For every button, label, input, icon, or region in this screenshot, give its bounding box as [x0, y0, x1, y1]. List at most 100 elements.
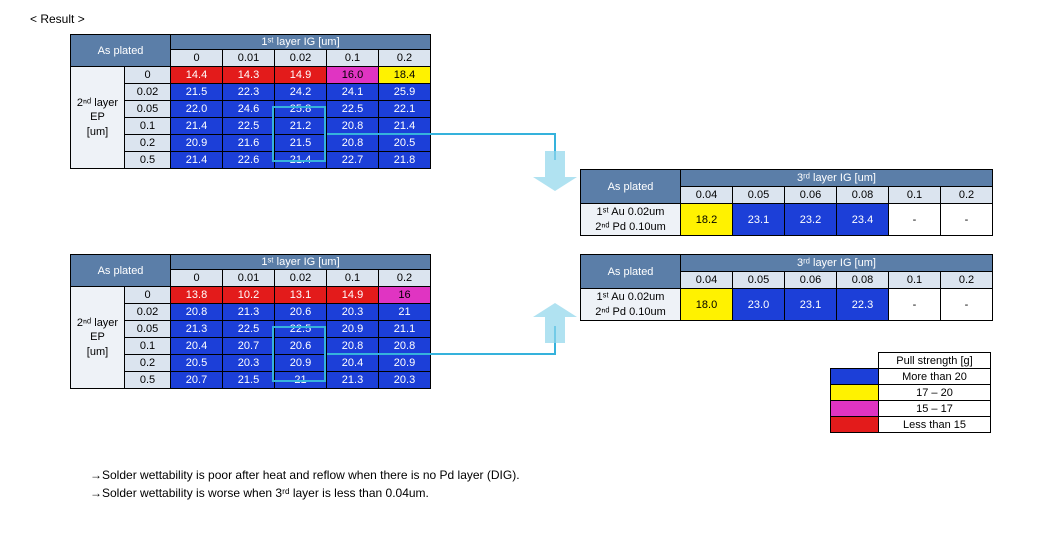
value-cell: 16: [379, 287, 431, 304]
value-cell: 18.4: [379, 67, 431, 84]
col-header: 0.08: [837, 187, 889, 204]
col-header: 0.01: [223, 270, 275, 287]
value-cell: 22.5: [223, 321, 275, 338]
col-header: 0.2: [941, 272, 993, 289]
col-header: 0.01: [223, 50, 275, 67]
value-cell: 22.1: [379, 101, 431, 118]
table1-wrap: As plated 1ˢᵗ layer IG [um] 00.010.020.1…: [70, 34, 431, 169]
row-header: 0.1: [125, 338, 171, 355]
value-cell: 23.0: [733, 289, 785, 321]
table2-wrap: As plated 1ˢᵗ layer IG [um] 00.010.020.1…: [70, 254, 431, 389]
value-cell: -: [889, 289, 941, 321]
row-header: 0: [125, 287, 171, 304]
table4-wrap: As plated 3ʳᵈ layer IG [um] 0.040.050.06…: [580, 254, 993, 321]
value-cell: 25.8: [275, 101, 327, 118]
col-header: 0.06: [785, 272, 837, 289]
value-cell: 21.3: [223, 304, 275, 321]
value-cell: 22.5: [223, 118, 275, 135]
value-cell: 21.5: [223, 372, 275, 389]
table4: As plated 3ʳᵈ layer IG [um] 0.040.050.06…: [580, 254, 993, 321]
value-cell: 18.2: [681, 204, 733, 236]
value-cell: 21.4: [171, 118, 223, 135]
value-cell: 21.4: [275, 152, 327, 169]
value-cell: 21.2: [275, 118, 327, 135]
legend-wrap: Pull strength [g] More than 2017 – 2015 …: [830, 352, 991, 433]
row-header: 0: [125, 67, 171, 84]
as-plated-label: As plated: [71, 35, 171, 67]
header-1st-layer: 1ˢᵗ layer IG [um]: [171, 35, 431, 50]
col-header: 0: [171, 270, 223, 287]
col-header: 0.2: [379, 270, 431, 287]
value-cell: 16.0: [327, 67, 379, 84]
value-cell: 18.0: [681, 289, 733, 321]
value-cell: 22.3: [223, 84, 275, 101]
col-header: 0.05: [733, 272, 785, 289]
value-cell: 22.6: [223, 152, 275, 169]
value-cell: 20.6: [275, 304, 327, 321]
legend-swatch: [831, 417, 879, 433]
value-cell: 21.5: [275, 135, 327, 152]
value-cell: 22.5: [327, 101, 379, 118]
table2: As plated 1ˢᵗ layer IG [um] 00.010.020.1…: [70, 254, 431, 389]
header-1st-layer: 1ˢᵗ layer IG [um]: [171, 255, 431, 270]
ep-label: 2ⁿᵈ layerEP[um]: [71, 287, 125, 389]
row-header: 0.2: [125, 135, 171, 152]
value-cell: 14.9: [327, 287, 379, 304]
value-cell: 20.8: [327, 135, 379, 152]
as-plated-label: As plated: [581, 255, 681, 289]
value-cell: 20.4: [171, 338, 223, 355]
row-header: 0.5: [125, 152, 171, 169]
value-cell: 20.3: [327, 304, 379, 321]
col-header: 0.04: [681, 272, 733, 289]
value-cell: 21.6: [223, 135, 275, 152]
legend-label: 17 – 20: [879, 385, 991, 401]
value-cell: 13.8: [171, 287, 223, 304]
as-plated-label: As plated: [581, 170, 681, 204]
table3: As plated 3ʳᵈ layer IG [um] 0.040.050.06…: [580, 169, 993, 236]
row-header: 0.1: [125, 118, 171, 135]
value-cell: 21.5: [171, 84, 223, 101]
table1: As plated 1ˢᵗ layer IG [um] 00.010.020.1…: [70, 34, 431, 169]
value-cell: 23.1: [733, 204, 785, 236]
header-3rd-layer: 3ʳᵈ layer IG [um]: [681, 170, 993, 187]
value-cell: 20.7: [223, 338, 275, 355]
row-header: 0.02: [125, 304, 171, 321]
col-header: 0.05: [733, 187, 785, 204]
value-cell: 20.3: [379, 372, 431, 389]
table3-wrap: As plated 3ʳᵈ layer IG [um] 0.040.050.06…: [580, 169, 993, 236]
value-cell: 23.4: [837, 204, 889, 236]
value-cell: 20.8: [379, 338, 431, 355]
value-cell: 20.5: [379, 135, 431, 152]
value-cell: 20.9: [327, 321, 379, 338]
col-header: 0.02: [275, 270, 327, 287]
col-header: 0.1: [327, 50, 379, 67]
col-header: 0.02: [275, 50, 327, 67]
value-cell: 20.6: [275, 338, 327, 355]
value-cell: 20.9: [171, 135, 223, 152]
col-header: 0.2: [941, 187, 993, 204]
value-cell: 14.3: [223, 67, 275, 84]
col-header: 0.1: [889, 272, 941, 289]
legend-swatch: [831, 369, 879, 385]
legend-label: More than 20: [879, 369, 991, 385]
value-cell: 22.5: [275, 321, 327, 338]
pd-au-label: 1ˢᵗ Au 0.02um2ⁿᵈ Pd 0.10um: [581, 204, 681, 236]
col-header: 0.1: [327, 270, 379, 287]
value-cell: 20.8: [171, 304, 223, 321]
value-cell: 13.1: [275, 287, 327, 304]
value-cell: 22.7: [327, 152, 379, 169]
bullet-1: →Solder wettability is poor after heat a…: [90, 468, 1022, 482]
col-header: 0.2: [379, 50, 431, 67]
value-cell: 20.3: [223, 355, 275, 372]
value-cell: 21.8: [379, 152, 431, 169]
value-cell: 23.1: [785, 289, 837, 321]
header-3rd-layer: 3ʳᵈ layer IG [um]: [681, 255, 993, 272]
row-header: 0.5: [125, 372, 171, 389]
row-header: 0.05: [125, 321, 171, 338]
value-cell: 22.0: [171, 101, 223, 118]
legend-table: Pull strength [g] More than 2017 – 2015 …: [830, 352, 991, 433]
col-header: 0.1: [889, 187, 941, 204]
value-cell: 21.1: [379, 321, 431, 338]
row-header: 0.2: [125, 355, 171, 372]
value-cell: -: [941, 204, 993, 236]
